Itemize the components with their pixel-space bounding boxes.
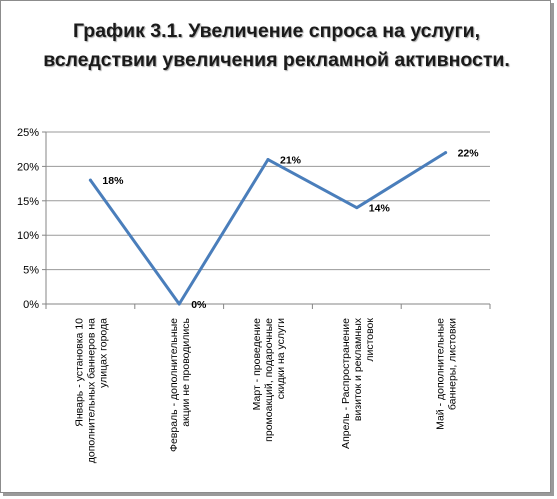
chart-title: График 3.1. Увеличение спроса на услуги,… [43,20,510,71]
x-category-label-line: промоакций, подарочные [263,318,275,442]
data-label: 18% [102,175,124,187]
y-tick-label: 5% [23,265,39,277]
x-category-label: Май - дополнительныебаннеры, листовки [435,318,459,430]
x-category-label-line: Апрель - Распространение [340,318,352,449]
x-category-label-line: улицах города [97,318,109,388]
y-tick-label: 20% [17,161,39,173]
x-category-label: Январь - установка 10дополнительных банн… [73,318,109,463]
data-label: 22% [458,148,480,160]
x-category-label-line: баннеры, листовки [447,318,459,410]
data-point [177,302,181,306]
data-label: 14% [369,203,391,215]
y-tick-label: 0% [23,299,39,311]
data-point [444,151,448,155]
series-line [88,151,448,306]
x-category-label-line: Март - проведение [251,318,263,411]
y-tick-label: 10% [17,230,39,242]
data-point [266,158,270,162]
y-tick-label: 15% [17,196,39,208]
data-point [355,206,359,210]
chart-frame: График 3.1. Увеличение спроса на услуги,… [0,0,551,493]
y-tick-label: 25% [17,127,39,139]
x-category-label-line: Май - дополнительные [435,318,447,430]
x-category-label-line: визиток и рекламных [352,317,364,421]
x-category-label-line: Февраль - дополнительные [168,318,180,452]
x-category-label-line: Январь - установка 10 [73,318,85,427]
x-category-label-line: акции не проводились [180,317,192,426]
x-category-label-line: скидки на услуги [275,318,287,399]
x-category-label: Февраль - дополнительныеакции не проводи… [168,317,192,452]
data-label: 0% [191,299,207,311]
x-category-label: Апрель - Распространениевизиток и реклам… [340,317,376,449]
x-category-label-line: листовок [364,318,376,362]
x-category-label-line: дополнительных баннеров на [85,318,97,463]
x-category-label: Март - проведениепромоакций, подарочныес… [251,318,287,442]
data-point [88,178,92,182]
data-label: 21% [280,155,302,167]
